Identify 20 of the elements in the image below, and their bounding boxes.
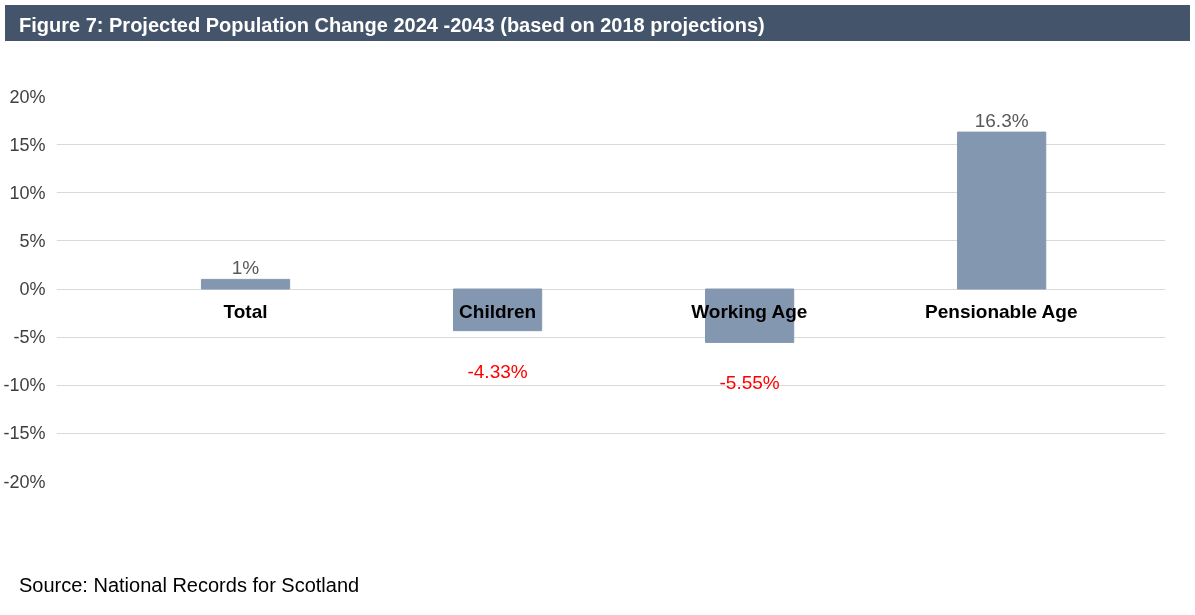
x-tick-label: Children	[459, 300, 537, 322]
data-label: 16.3%	[974, 110, 1029, 132]
y-tick-label: -5%	[13, 327, 46, 348]
y-tick-label: 15%	[9, 134, 46, 155]
y-tick-label: 5%	[19, 230, 46, 251]
data-label: -5.55%	[719, 372, 780, 394]
y-tick-label: -20%	[3, 471, 46, 492]
bar	[957, 131, 1047, 290]
bar	[200, 278, 291, 290]
y-tick-label: -15%	[3, 423, 46, 444]
y-tick-label: 0%	[19, 279, 46, 299]
data-label: 1%	[231, 257, 260, 279]
x-tick-label: Pensionable Age	[925, 300, 1078, 322]
x-tick-label: Total	[223, 300, 268, 322]
y-tick-label: -10%	[3, 375, 46, 396]
chart-title: Figure 7: Projected Population Change 2024 -2043 (based on 2018 projections)	[19, 13, 765, 38]
source-note: Source: National Records for Scotland	[19, 573, 360, 598]
data-label: -4.33%	[467, 360, 528, 382]
y-tick-label: 10%	[9, 182, 46, 203]
y-tick-label: 20%	[9, 86, 46, 107]
